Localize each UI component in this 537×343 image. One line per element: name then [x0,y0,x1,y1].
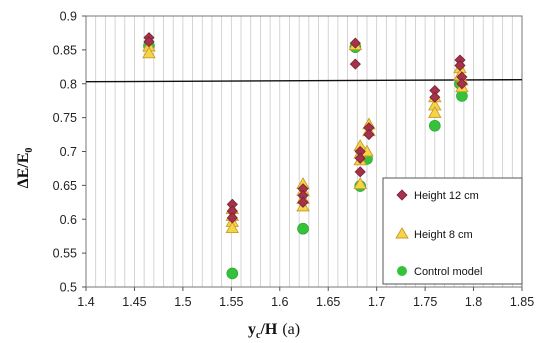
height-12cm-point [349,37,361,49]
x-tick-label: 1.45 [122,295,146,309]
legend-label-height-8: Height 8 cm [414,229,473,241]
height-12cm-point [429,91,441,103]
height-12cm-point [456,78,468,90]
legend-item-height-12: Height 12 cm [396,189,479,202]
x-tick-label: 1.4 [77,295,94,309]
y-axis-title: ΔE/E0 [15,148,35,189]
height-12cm-point [226,212,238,224]
legend-diamond-marker [396,189,408,201]
height-12cm-point [354,166,366,178]
y-tick-label: 0.7 [60,145,77,159]
height-12cm-point [143,36,155,48]
height-12cm-point [363,128,375,141]
y-tick-label: 0.9 [60,10,77,24]
y-axis-ticks: 0.5 0.55 0.6 0.65 0.7 0.75 0.8 0.85 0.9 [53,10,86,295]
x-tick-label: 1.55 [219,295,243,309]
x-tick-label: 1.85 [510,295,534,309]
x-axis-title: yc/H (a) [248,321,300,341]
y-tick-label: 0.65 [53,179,77,193]
y-axis-title-subscript: 0 [24,148,35,153]
legend: Height 12 cm Height 8 cm Control model [382,177,523,285]
y-tick-label: 0.5 [60,281,77,295]
height-8cm-point [142,46,156,59]
x-tick-label: 1.7 [368,295,385,309]
height-12cm-point [454,59,466,72]
height-8cm-point [353,177,367,189]
control-model-point [226,267,239,280]
y-tick-label: 0.55 [53,247,77,261]
y-tick-label: 0.8 [60,77,77,91]
x-tick-label: 1.65 [316,295,340,309]
x-axis-title-rest: /H [259,321,277,338]
legend-circle-marker [397,266,407,276]
legend-label-control-model: Control model [414,266,482,278]
y-tick-label: 0.75 [53,111,77,125]
x-axis-title-subscript: c [256,330,261,341]
x-axis-title-tail: (a) [282,321,300,338]
x-axis-title-main: y [248,321,256,338]
reference-line [85,78,523,83]
legend-item-control-model: Control model [397,266,482,278]
x-axis-ticks: 1.4 1.45 1.5 1.55 1.6 1.65 1.7 1.75 1.8 1.85 [77,287,534,309]
x-tick-label: 1.6 [271,295,288,309]
height-12cm-point [297,196,309,208]
legend-item-height-8: Height 8 cm [395,227,473,241]
control-model-point [456,90,468,102]
height-8cm-point [225,221,240,234]
control-model-point [428,119,441,132]
legend-label-height-12: Height 12 cm [414,190,479,202]
y-axis-title-main: ΔE/E [15,153,32,189]
x-tick-label: 1.5 [174,295,191,309]
height-12cm-point [349,58,361,70]
height-8cm-point [428,105,442,118]
x-tick-label: 1.75 [413,295,437,309]
y-tick-label: 0.85 [53,43,77,57]
data-points [142,32,469,280]
control-model-point [297,222,309,235]
legend-triangle-marker [395,227,409,239]
y-tick-label: 0.6 [60,213,77,227]
height-12cm-point [354,152,366,164]
x-tick-label: 1.8 [465,295,482,309]
